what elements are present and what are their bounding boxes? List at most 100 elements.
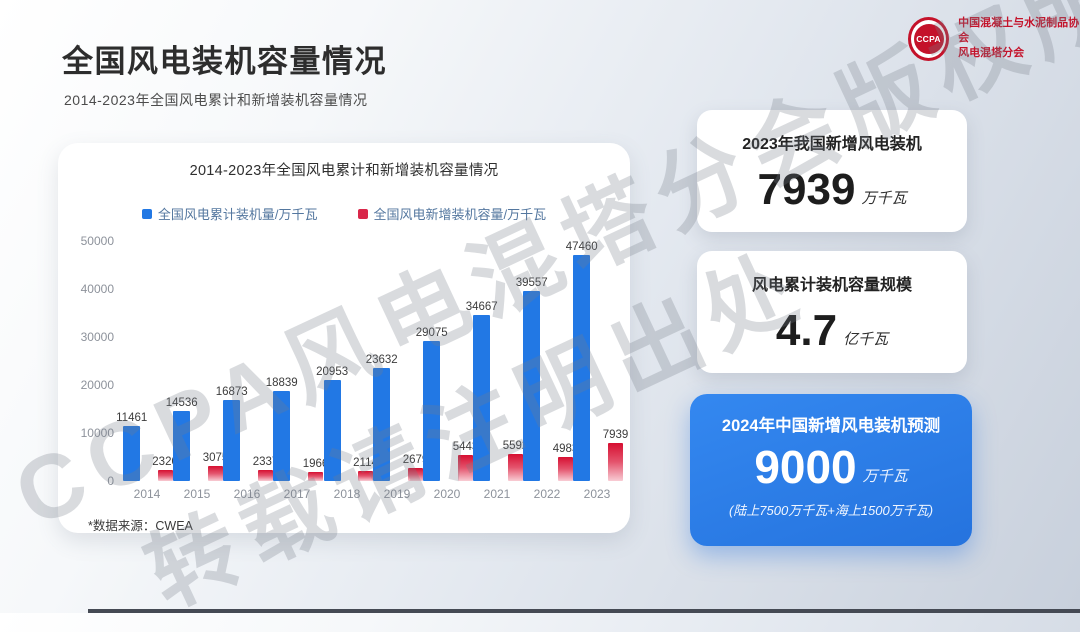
y-axis-tick: 20000 [80, 378, 114, 392]
stat-card-2023-new-capacity: 2023年我国新增风电装机 7939 万千瓦 [697, 110, 967, 232]
bar-value-label: 3075 [202, 452, 229, 465]
bar-value-label: 11461 [116, 412, 148, 424]
x-axis-label: 2023 [583, 487, 611, 501]
bar-value-label: 39557 [515, 277, 548, 290]
bar-value-label: 29075 [415, 327, 448, 340]
stat-card-unit: 万千瓦 [862, 468, 908, 485]
new-capacity-bar-2022 [558, 457, 573, 481]
page-title: 全国风电装机容量情况 [62, 44, 387, 79]
y-axis-tick: 30000 [80, 330, 114, 344]
stat-card-title: 2024年中国新增风电装机预测 [721, 417, 941, 435]
new-capacity-bar-2014 [157, 469, 173, 481]
y-axis-tick: 40000 [80, 282, 114, 296]
chart-legend: 全国风电累计装机量/万千瓦 全国风电新增装机容量/万千瓦 [58, 204, 630, 223]
x-axis-label: 2021 [483, 487, 511, 501]
association-name-line2: 风电混塔分会 [958, 47, 1025, 59]
legend-swatch-new-icon [357, 208, 368, 219]
cumulative-bar-2016 [223, 400, 241, 481]
x-axis-label: 2015 [183, 487, 211, 501]
bar-group-2015: 14536 3075 [166, 241, 228, 481]
bar-value-label: 14536 [165, 397, 198, 410]
x-axis-label: 2019 [383, 487, 411, 501]
x-axis-label: 2014 [133, 487, 161, 501]
cumulative-bar-2022 [523, 291, 541, 481]
stat-card-title: 2023年我国新增风电装机 [742, 136, 922, 153]
x-axis: 2014 2015 2016 2017 2018 2019 2020 2021 2022 2023 [122, 487, 630, 501]
legend-item-new: 全国风电新增装机容量/万千瓦 [357, 204, 547, 223]
bar-value-label: 47460 [565, 241, 598, 253]
legend-label-cumulative: 全国风电累计装机量/万千瓦 [157, 207, 318, 222]
y-axis-tick: 10000 [80, 426, 114, 440]
bar-group-2016: 16873 2337 [216, 241, 278, 481]
bar-value-label: 2679 [402, 454, 429, 467]
new-capacity-bar-2016 [258, 469, 273, 481]
bar-group-2022: 39557 4983 [516, 241, 578, 481]
new-capacity-bar-2020 [458, 454, 473, 481]
new-capacity-bar-2015 [208, 466, 223, 481]
bottom-edge-strip [88, 609, 1080, 613]
chart-body: 0 10000 20000 30000 40000 50000 11461 2320 1453… [58, 234, 630, 488]
new-capacity-bar-2018 [357, 470, 373, 481]
x-axis-label: 2022 [533, 487, 561, 501]
legend-label-new: 全国风电新增装机容量/万千瓦 [373, 207, 547, 222]
stat-card-cumulative-capacity: 风电累计装机容量规模 4.7 亿千瓦 [697, 251, 967, 373]
bar-group-2019: 23632 2679 [366, 241, 428, 481]
stat-card-note: (陆上7500万千瓦+海上1500万千瓦) [728, 503, 934, 518]
x-axis-label: 2016 [233, 487, 261, 501]
bar-group-2014: 11461 2320 [116, 241, 178, 481]
bar-group-2023: 47460 7939 [566, 241, 628, 481]
page-subtitle: 2014-2023年全国风电累计和新增装机容量情况 [64, 92, 368, 108]
cumulative-bar-2021 [473, 314, 491, 481]
bar-value-label: 7939 [602, 428, 629, 441]
bar-value-label: 34667 [465, 300, 498, 313]
cumulative-bar-2023 [573, 255, 591, 481]
y-axis-tick: 0 [107, 474, 114, 488]
chart-title: 2014-2023年全国风电累计和新增装机容量情况 [189, 163, 499, 179]
cumulative-bar-2017 [273, 390, 291, 481]
bar-group-2017: 18839 1966 [266, 241, 328, 481]
y-axis-tick: 50000 [80, 234, 114, 248]
stat-card-title: 风电累计装机容量规模 [751, 277, 912, 294]
stat-card-value: 9000 [754, 441, 857, 493]
association-name-line1: 中国混凝土与水泥制品协会 [958, 17, 1080, 44]
bar-value-label: 23632 [365, 353, 398, 366]
bar-value-label: 2114 [353, 456, 378, 469]
cumulative-bar-2015 [173, 411, 191, 481]
bar-value-label: 1966 [302, 457, 329, 470]
data-source-note: *数据来源：CWEA [88, 519, 193, 533]
stat-card-value: 7939 [757, 165, 856, 214]
legend-swatch-cumulative-icon [141, 208, 152, 219]
bar-value-label: 5592 [502, 440, 529, 453]
bar-group-2018: 20953 2114 [316, 241, 378, 481]
y-axis: 0 10000 20000 30000 40000 50000 [78, 234, 122, 488]
bar-value-label: 5443 [452, 440, 479, 453]
bar-group-2021: 34667 5592 [466, 241, 528, 481]
bar-value-label: 4983 [552, 443, 579, 456]
ccpa-logo-acronym: CCPA [913, 23, 944, 54]
new-capacity-bar-2021 [508, 454, 523, 481]
chart-card: 2014-2023年全国风电累计和新增装机容量情况 全国风电累计装机量/万千瓦 … [58, 143, 630, 533]
new-capacity-bar-2023 [608, 442, 623, 481]
stat-card-unit: 亿千瓦 [843, 331, 889, 348]
ccpa-logo-icon: CCPA [908, 16, 950, 61]
new-capacity-bar-2017 [308, 471, 323, 481]
bar-value-label: 16873 [215, 386, 248, 398]
cumulative-bar-2020 [423, 341, 441, 481]
new-capacity-bar-2019 [408, 468, 423, 481]
cumulative-bar-2014 [123, 426, 141, 481]
stat-card-value: 4.7 [775, 306, 838, 355]
bar-value-label: 2320 [152, 455, 178, 468]
x-axis-label: 2018 [333, 487, 361, 501]
bar-value-label: 20953 [316, 366, 349, 379]
bar-value-label: 2337 [252, 455, 279, 468]
stat-card-2024-forecast: 2024年中国新增风电装机预测 9000 万千瓦 (陆上7500万千瓦+海上15… [690, 394, 972, 546]
x-axis-label: 2017 [283, 487, 311, 501]
cumulative-bar-2018 [323, 380, 341, 481]
bar-value-label: 18839 [265, 376, 298, 389]
x-axis-label: 2020 [433, 487, 461, 501]
association-name: 中国混凝土与水泥制品协会 风电混塔分会 [958, 16, 1080, 61]
association-logo: CCPA 中国混凝土与水泥制品协会 风电混塔分会 [908, 16, 1080, 61]
plot-area: 11461 2320 14536 3075 16873 2337 18839 1966 2095… [116, 241, 628, 481]
bar-group-2020: 29075 5443 [416, 241, 478, 481]
legend-item-cumulative: 全国风电累计装机量/万千瓦 [141, 204, 318, 223]
